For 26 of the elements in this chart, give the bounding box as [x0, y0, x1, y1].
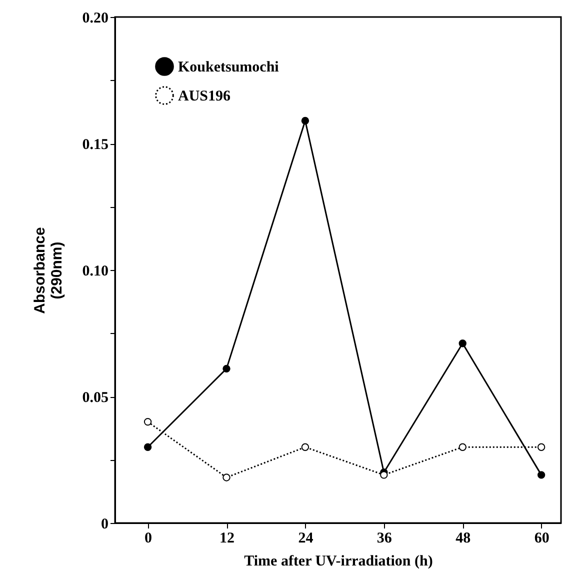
y-tick-label: 0: [101, 516, 108, 532]
x-tick-label: 60: [534, 530, 550, 546]
y-tick-label: 0.05: [82, 390, 108, 406]
legend-label: AUS196: [178, 88, 232, 104]
x-tick-label: 12: [220, 530, 234, 546]
x-axis-title: Time after UV-irradiation (h): [244, 554, 433, 570]
point: [222, 474, 230, 482]
point: [301, 443, 310, 451]
x-tick-label: 48: [456, 530, 471, 546]
y-tick-label: 0.15: [82, 137, 108, 153]
point: [458, 340, 466, 348]
y-tick-label: 0.10: [82, 264, 108, 280]
point: [144, 418, 152, 426]
x-tick-label: 36: [376, 530, 392, 546]
point: [537, 471, 546, 479]
point: [222, 364, 230, 373]
point: [380, 471, 388, 479]
point: [301, 116, 310, 125]
legend-label: Kouketsumochi: [178, 60, 279, 76]
point: [537, 443, 546, 451]
x-tick-label: 24: [298, 530, 314, 546]
point: [144, 443, 152, 451]
y-axis-title: Absorbance (290nm): [31, 227, 66, 314]
x-tick-label: 0: [144, 530, 152, 546]
y-tick-label: 0.20: [82, 10, 108, 26]
point: [458, 443, 466, 451]
